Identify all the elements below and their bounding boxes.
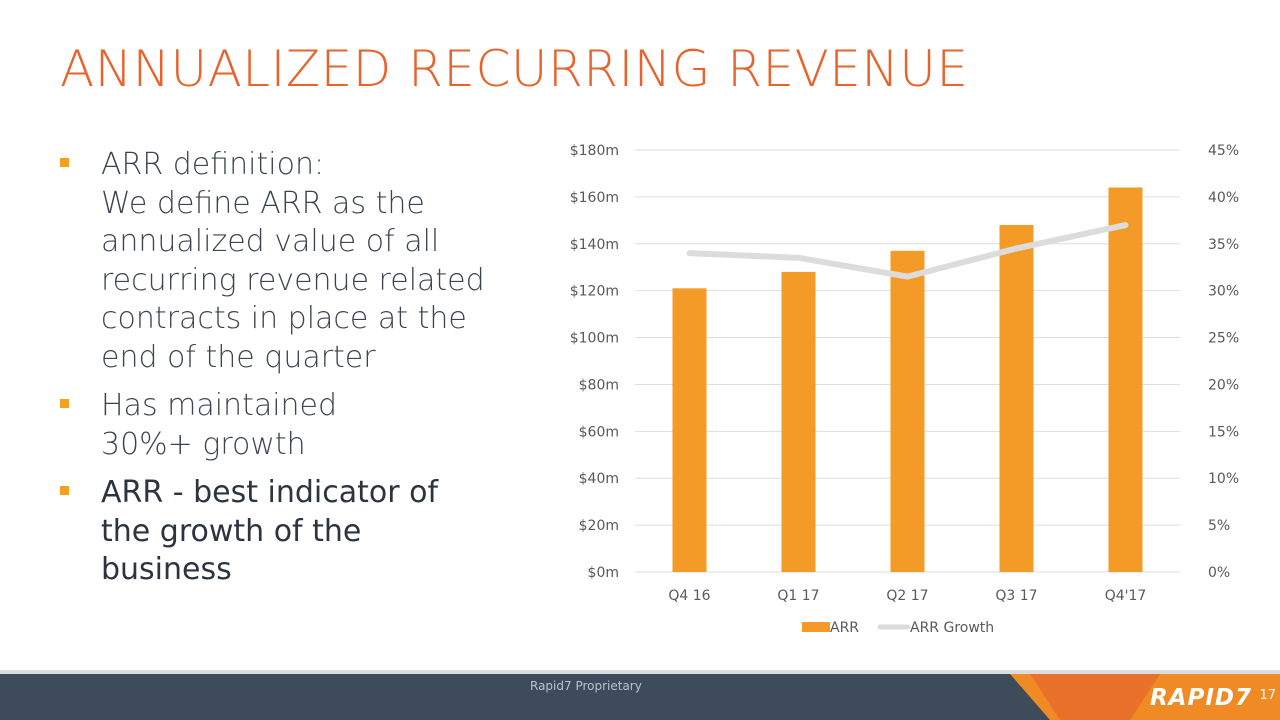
slide-title: ANNUALIZED RECURRING REVENUE: [60, 40, 969, 98]
right-axis-tick-label: 5%: [1208, 518, 1230, 534]
bullet-marker: [60, 158, 69, 167]
left-axis-tick-label: $60m: [579, 424, 619, 440]
left-axis-tick-label: $20m: [579, 518, 619, 534]
left-axis-tick-label: $160m: [570, 190, 619, 206]
left-axis-tick-label: $40m: [579, 471, 619, 487]
arr-chart: $0m 0% $20m 5% $40m 10% $60m 15% $80m 20% $100m 25%…: [570, 143, 1239, 636]
footer-accent-shape: [1010, 674, 1280, 720]
legend-arr-label: ARR: [830, 620, 859, 636]
legend-growth-label: ARR Growth: [910, 620, 994, 636]
arr-bar: [1108, 187, 1143, 572]
bullet-list: ARR definition: We define ARR as the ann…: [58, 146, 528, 600]
bullet-text: ARR definition: We define ARR as the ann…: [101, 147, 485, 375]
category-tick-label: Q3 17: [995, 588, 1037, 604]
arr-bar: [781, 271, 816, 572]
bullet-item: ARR definition: We define ARR as the ann…: [58, 146, 528, 377]
arr-growth-point: [907, 276, 908, 278]
category-tick-label: Q4 16: [668, 588, 710, 604]
bullet-item: ARR - best indicator of the growth of th…: [58, 474, 528, 590]
arr-bar: [672, 288, 707, 572]
right-axis-tick-label: 30%: [1208, 284, 1239, 300]
footer-bar: Rapid7 Proprietary RAPID7 17: [0, 670, 1280, 720]
bullet-item: Has maintained 30%+ growth: [58, 387, 528, 464]
left-axis-tick-label: $100m: [570, 331, 619, 347]
right-axis-tick-label: 25%: [1208, 331, 1239, 347]
left-axis-tick-label: $180m: [570, 143, 619, 159]
arr-bar: [999, 225, 1034, 572]
left-axis-tick-label: $140m: [570, 237, 619, 253]
right-axis-tick-label: 15%: [1208, 424, 1239, 440]
page-number: 17: [1259, 688, 1276, 703]
right-axis-tick-label: 10%: [1208, 471, 1239, 487]
bullet-text: Has maintained 30%+ growth: [101, 388, 338, 462]
category-tick-label: Q2 17: [886, 588, 928, 604]
right-axis-tick-label: 20%: [1208, 377, 1239, 393]
right-axis-tick-label: 40%: [1208, 190, 1239, 206]
proprietary-label: Rapid7 Proprietary: [530, 679, 642, 693]
left-axis-tick-label: $80m: [579, 377, 619, 393]
legend-arr-swatch: [802, 622, 830, 632]
right-axis-tick-label: 35%: [1208, 237, 1239, 253]
arr-bar: [890, 250, 925, 573]
arr-growth-point: [1125, 224, 1126, 226]
right-axis-tick-label: 0%: [1208, 565, 1230, 581]
arr-growth-point: [798, 257, 799, 259]
bullet-text: ARR - best indicator of the growth of th…: [101, 475, 439, 587]
left-axis-tick-label: $120m: [570, 284, 619, 300]
bullet-marker: [60, 486, 69, 495]
rapid7-logo: RAPID7: [1149, 685, 1252, 711]
category-tick-label: Q1 17: [777, 588, 819, 604]
arr-growth-point: [689, 252, 690, 254]
category-tick-label: Q4'17: [1105, 588, 1147, 604]
left-axis-tick-label: $0m: [588, 565, 619, 581]
bullet-marker: [60, 399, 69, 408]
right-axis-tick-label: 45%: [1208, 143, 1239, 159]
arr-growth-point: [1016, 247, 1017, 249]
